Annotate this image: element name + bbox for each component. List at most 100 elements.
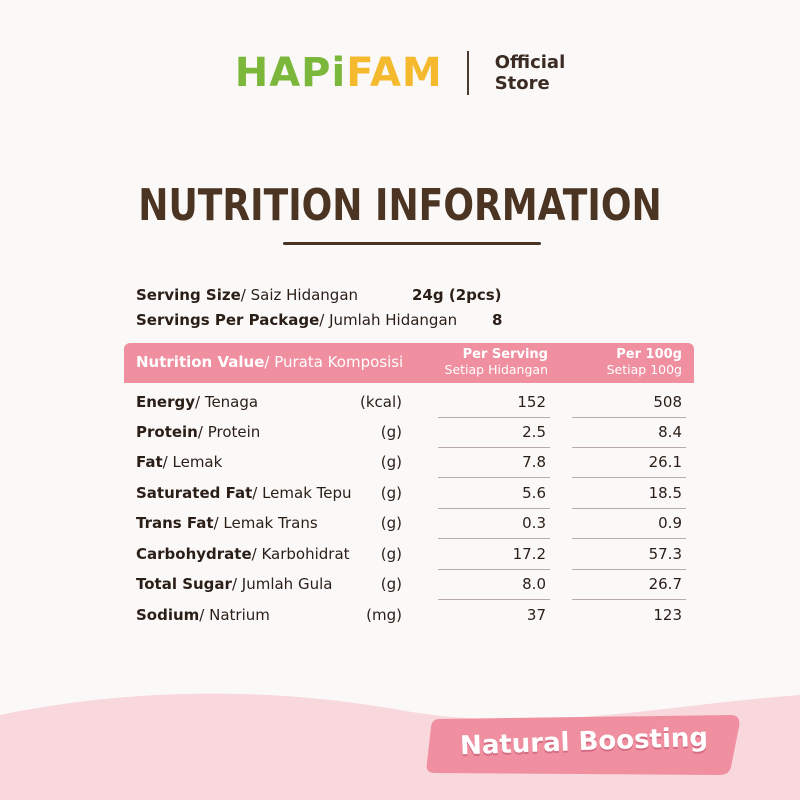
row-divider xyxy=(438,538,550,539)
header-per-serving: Per Serving Setiap Hidangan xyxy=(445,347,548,377)
nutrient-unit: (g) xyxy=(380,514,402,532)
row-divider xyxy=(572,538,686,539)
serving-size-row: Serving Size/ Saiz Hidangan 24g (2pcs) xyxy=(136,286,502,304)
nutrient-unit: (g) xyxy=(380,575,402,593)
nutrient-unit: (g) xyxy=(380,545,402,563)
table-row: Total Sugar/ Jumlah Gula (g) 8.0 26.7 xyxy=(136,570,686,600)
servings-per-package-label: Servings Per Package xyxy=(136,311,320,329)
nutrient-name: Carbohydrate/ Karbohidrat xyxy=(136,545,350,563)
value-per-100g: 508 xyxy=(653,393,682,411)
logo-fam: FAM xyxy=(346,50,443,96)
nutrient-name-ms: / Lemak xyxy=(162,453,223,471)
header-label-ms: / Purata Komposisi xyxy=(264,353,404,371)
table-row: Sodium/ Natrium (mg) 37 123 xyxy=(136,601,686,631)
table-row: Carbohydrate/ Karbohidrat (g) 17.2 57.3 xyxy=(136,540,686,570)
logo-hapi: HAPi xyxy=(234,50,347,96)
nutrient-name-en: Saturated Fat xyxy=(136,484,253,502)
logo-divider xyxy=(466,51,469,95)
nutrient-name: Energy/ Tenaga xyxy=(136,393,258,411)
row-divider xyxy=(572,447,686,448)
value-per-serving: 8.0 xyxy=(522,575,546,593)
header-per-serving-label-ms: Setiap Hidangan xyxy=(444,362,548,377)
value-per-serving: 17.2 xyxy=(512,545,546,563)
value-per-serving: 0.3 xyxy=(522,514,546,532)
nutrient-name-en: Protein xyxy=(136,423,198,441)
table-row: Trans Fat/ Lemak Trans (g) 0.3 0.9 xyxy=(136,509,686,539)
nutrient-name-en: Energy xyxy=(136,393,196,411)
official-store-label: Official Store xyxy=(495,52,566,94)
value-per-100g: 26.7 xyxy=(648,575,682,593)
nutrient-name-ms: / Karbohidrat xyxy=(251,545,350,563)
row-divider xyxy=(438,447,550,448)
nutrient-unit: (g) xyxy=(380,453,402,471)
value-per-serving: 5.6 xyxy=(522,484,546,502)
value-per-serving: 37 xyxy=(526,606,546,624)
serving-size-value: 24g (2pcs) xyxy=(412,286,502,304)
nutrient-name: Sodium/ Natrium xyxy=(136,606,270,624)
row-divider xyxy=(572,417,686,418)
row-divider xyxy=(572,569,686,570)
brand-header: HAPi FAM Official Store xyxy=(0,50,800,96)
header-per-100g-label-ms: Setiap 100g xyxy=(606,362,682,377)
row-divider xyxy=(438,569,550,570)
nutrient-name-en: Trans Fat xyxy=(136,514,214,532)
nutrient-name: Fat/ Lemak xyxy=(136,453,222,471)
nutrient-name-ms: / Protein xyxy=(197,423,261,441)
row-divider xyxy=(572,477,686,478)
nutrient-name-en: Carbohydrate xyxy=(136,545,252,563)
nutrient-name-en: Fat xyxy=(136,453,163,471)
brand-logo: HAPi FAM xyxy=(235,50,443,96)
nutrient-name: Protein/ Protein xyxy=(136,423,260,441)
nutrient-unit: (mg) xyxy=(366,606,402,624)
value-per-100g: 0.9 xyxy=(658,514,682,532)
title-underline xyxy=(283,242,541,245)
nutrient-name-en: Total Sugar xyxy=(136,575,232,593)
nutrient-name-ms: / Lemak Tepu xyxy=(252,484,352,502)
nutrient-unit: (g) xyxy=(380,423,402,441)
nutrition-table-header: Nutrition Value/ Purata Komposisi Per Se… xyxy=(124,343,694,383)
value-per-100g: 57.3 xyxy=(648,545,682,563)
nutrient-unit: (kcal) xyxy=(360,393,402,411)
value-per-100g: 18.5 xyxy=(648,484,682,502)
value-per-serving: 152 xyxy=(517,393,546,411)
nutrient-name-ms: / Jumlah Gula xyxy=(231,575,333,593)
row-divider xyxy=(438,508,550,509)
nutrient-name: Total Sugar/ Jumlah Gula xyxy=(136,575,332,593)
row-divider xyxy=(572,599,686,600)
badge-background xyxy=(426,715,740,775)
store-line-1: Official xyxy=(494,52,566,73)
nutrient-name-ms: / Natrium xyxy=(199,606,270,624)
nutrient-name: Trans Fat/ Lemak Trans xyxy=(136,514,318,532)
header-label: Nutrition Value xyxy=(136,353,265,371)
nutrient-name-ms: / Tenaga xyxy=(195,393,259,411)
nutrient-unit: (g) xyxy=(380,484,402,502)
serving-size-label-ms: / Saiz Hidangan xyxy=(240,286,359,304)
table-row: Energy/ Tenaga (kcal) 152 508 xyxy=(136,388,686,418)
value-per-100g: 26.1 xyxy=(648,453,682,471)
row-divider xyxy=(438,417,550,418)
page-title: NUTRITION INFORMATION xyxy=(138,180,662,231)
servings-per-package-row: Servings Per Package/ Jumlah Hidangan 8 xyxy=(136,311,502,329)
store-line-2: Store xyxy=(494,73,550,94)
servings-per-package-value: 8 xyxy=(492,311,503,329)
header-nutrition-value: Nutrition Value/ Purata Komposisi xyxy=(136,353,403,371)
table-row: Protein/ Protein (g) 2.5 8.4 xyxy=(136,418,686,448)
nutrient-name-en: Sodium xyxy=(136,606,200,624)
value-per-100g: 8.4 xyxy=(658,423,682,441)
row-divider xyxy=(438,477,550,478)
servings-per-package-label-ms: / Jumlah Hidangan xyxy=(319,311,458,329)
row-divider xyxy=(438,599,550,600)
nutrient-name: Saturated Fat/ Lemak Tepu xyxy=(136,484,352,502)
header-per-100g: Per 100g Setiap 100g xyxy=(607,347,682,377)
table-row: Fat/ Lemak (g) 7.8 26.1 xyxy=(136,448,686,478)
serving-size-label: Serving Size xyxy=(136,286,241,304)
value-per-serving: 2.5 xyxy=(522,423,546,441)
value-per-100g: 123 xyxy=(653,606,682,624)
value-per-serving: 7.8 xyxy=(522,453,546,471)
badge-shape xyxy=(426,715,740,775)
nutrient-name-ms: / Lemak Trans xyxy=(213,514,318,532)
header-per-100g-label: Per 100g xyxy=(616,347,682,362)
header-per-serving-label: Per Serving xyxy=(462,347,548,362)
table-row: Saturated Fat/ Lemak Tepu (g) 5.6 18.5 xyxy=(136,479,686,509)
row-divider xyxy=(572,508,686,509)
